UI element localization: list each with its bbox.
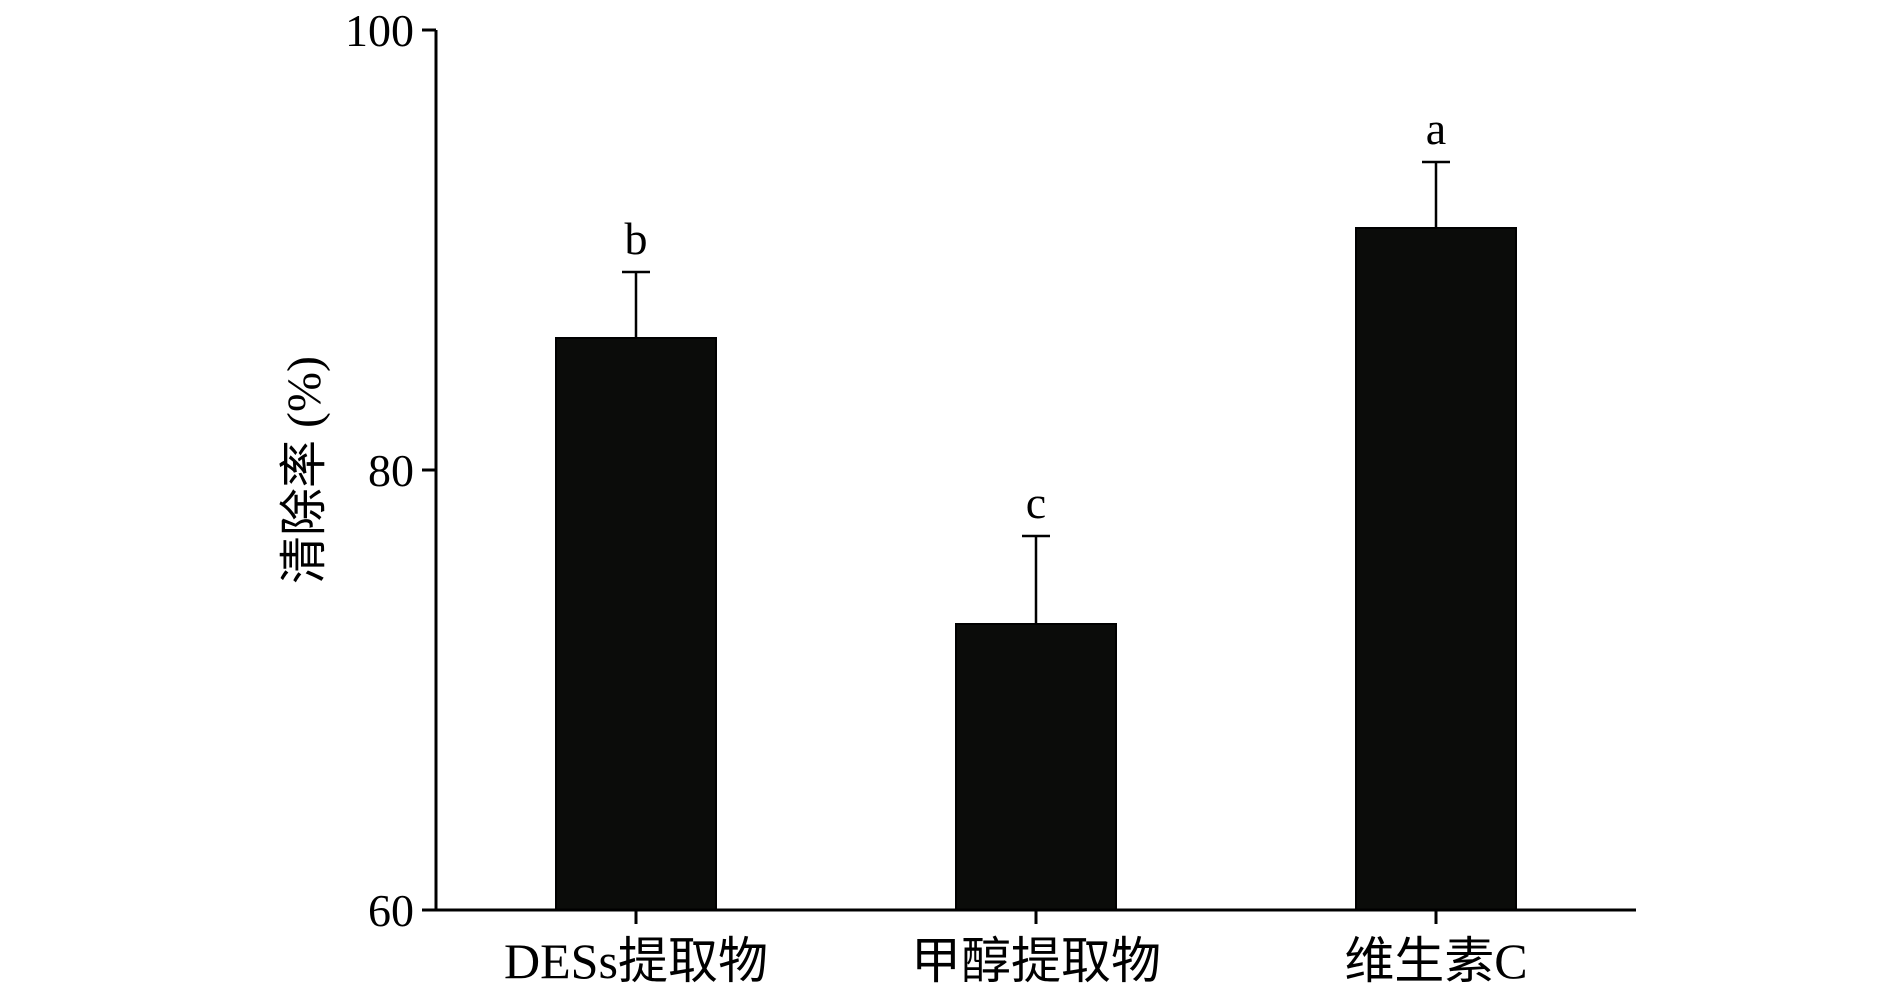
- x-tick-label: 甲醇提取物: [911, 933, 1161, 989]
- x-tick-label: DESs提取物: [504, 933, 768, 989]
- bar: [555, 337, 717, 911]
- significance-label: c: [1026, 477, 1046, 528]
- significance-label: a: [1426, 103, 1446, 154]
- error-bars-group: [622, 160, 1450, 624]
- y-tick-label: 60: [368, 885, 414, 936]
- bar: [955, 623, 1117, 911]
- x-tick-label: 维生素C: [1344, 933, 1527, 989]
- y-tick-label: 80: [368, 445, 414, 496]
- bar: [1355, 227, 1517, 911]
- y-ticks-group: 60 80 100: [345, 5, 436, 936]
- significance-labels-group: b c a: [625, 103, 1447, 528]
- significance-label: b: [625, 213, 648, 264]
- y-axis-label: 清除率 (%): [278, 356, 331, 584]
- y-tick-label: 100: [345, 5, 414, 56]
- x-ticks-group: DESs提取物 甲醇提取物 维生素C: [504, 910, 1528, 989]
